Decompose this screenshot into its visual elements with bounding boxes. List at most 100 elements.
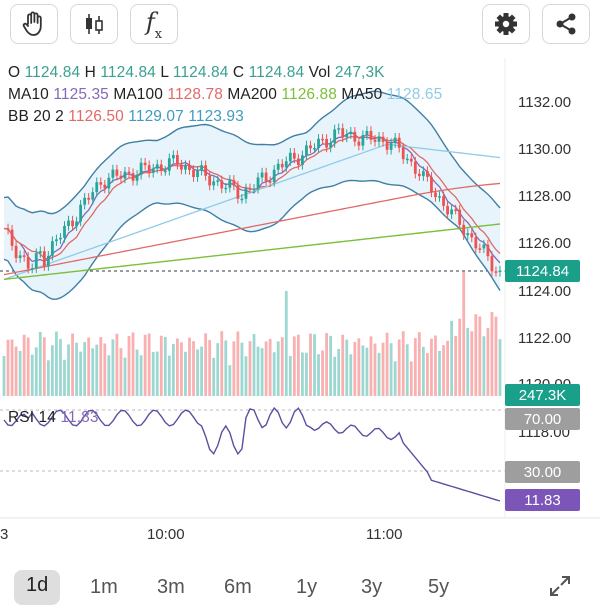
candle-body bbox=[434, 192, 437, 198]
volume-bar bbox=[143, 334, 147, 396]
volume-label: Vol bbox=[308, 64, 331, 81]
volume-bar bbox=[393, 361, 397, 396]
candle-body bbox=[18, 255, 22, 259]
candle-body bbox=[329, 142, 333, 148]
candle-body bbox=[240, 198, 244, 201]
candle-body bbox=[450, 209, 454, 215]
volume-bar bbox=[111, 339, 115, 396]
period-1d[interactable]: 1d bbox=[14, 570, 61, 605]
volume-bar bbox=[325, 333, 329, 396]
volume-bar bbox=[486, 328, 490, 396]
bb-upper-value: 1129.07 bbox=[128, 108, 184, 125]
volume-bar bbox=[317, 354, 320, 396]
period-1y[interactable]: 1y bbox=[296, 576, 318, 598]
volume-bar bbox=[490, 311, 494, 396]
volume-bar bbox=[55, 331, 58, 396]
candle-body bbox=[38, 251, 42, 254]
period-5y[interactable]: 5y bbox=[428, 576, 450, 598]
volume-bar bbox=[446, 340, 449, 396]
candle-body bbox=[292, 152, 296, 159]
volume-bar bbox=[34, 347, 38, 396]
candle-body bbox=[30, 268, 34, 270]
bb-label: BB 20 2 bbox=[8, 108, 64, 125]
hand-icon bbox=[22, 11, 42, 36]
volume-bar bbox=[6, 339, 10, 396]
volume-bar bbox=[46, 360, 50, 396]
volume-bar bbox=[50, 345, 54, 396]
volume-bar bbox=[163, 336, 167, 396]
candle-body bbox=[143, 162, 147, 166]
candle-body bbox=[405, 158, 409, 161]
candle-body bbox=[71, 220, 74, 227]
price-tick: 1122.00 bbox=[518, 330, 572, 347]
volume-bar bbox=[442, 345, 445, 396]
share-button[interactable] bbox=[542, 4, 590, 44]
volume-bar bbox=[357, 338, 361, 396]
volume-bar bbox=[498, 339, 502, 396]
volume-bar bbox=[228, 365, 232, 396]
price-tick: 1124.00 bbox=[518, 283, 572, 300]
last-price-tag: 1124.84 bbox=[505, 260, 580, 282]
hand-tool-button[interactable] bbox=[10, 4, 58, 44]
volume-bar bbox=[18, 351, 22, 396]
volume-bar bbox=[196, 349, 199, 396]
candle-body bbox=[171, 155, 175, 159]
period-3m[interactable]: 3m bbox=[157, 576, 185, 598]
volume-bar bbox=[482, 336, 486, 396]
volume-bar bbox=[38, 331, 42, 396]
candle-body bbox=[462, 224, 466, 236]
volume-bar bbox=[240, 342, 244, 396]
candle-body bbox=[139, 162, 143, 175]
candle-body bbox=[494, 271, 498, 273]
chart-type-button[interactable] bbox=[70, 4, 118, 44]
candle-body bbox=[87, 197, 91, 200]
volume-bar bbox=[272, 352, 276, 396]
candle-body bbox=[490, 256, 494, 272]
settings-button[interactable] bbox=[482, 4, 530, 44]
function-icon: fx bbox=[146, 8, 162, 42]
volume-bar bbox=[14, 346, 18, 396]
volume-bar bbox=[361, 345, 365, 396]
period-6m[interactable]: 6m bbox=[224, 576, 252, 598]
candle-body bbox=[478, 248, 482, 250]
volume-bar bbox=[405, 344, 409, 396]
candle-body bbox=[417, 173, 421, 177]
candle-body bbox=[381, 136, 385, 142]
candle-body bbox=[264, 172, 268, 182]
volume-bar bbox=[42, 337, 46, 396]
candle-body bbox=[220, 180, 224, 189]
candle-body bbox=[111, 169, 115, 178]
bb-legend: BB 20 2 1126.50 1129.07 1123.93 bbox=[8, 108, 244, 126]
bollinger-lower bbox=[3, 179, 501, 300]
volume-bar bbox=[22, 334, 26, 396]
candle-body bbox=[357, 141, 361, 146]
volume-bar bbox=[155, 351, 159, 396]
volume-bar bbox=[413, 338, 417, 396]
candle-body bbox=[337, 128, 341, 130]
candle-body bbox=[470, 233, 474, 238]
expand-icon[interactable] bbox=[548, 574, 572, 598]
share-icon bbox=[556, 13, 576, 35]
volume-bar bbox=[474, 314, 478, 396]
volume-bar bbox=[329, 335, 333, 396]
volume-bar bbox=[377, 352, 381, 396]
candle-body bbox=[46, 255, 50, 267]
candle-body bbox=[466, 233, 470, 236]
candle-body bbox=[486, 244, 490, 257]
volume-bar bbox=[478, 316, 482, 396]
volume-bar bbox=[147, 333, 151, 396]
volume-bar bbox=[159, 335, 163, 396]
period-1m[interactable]: 1m bbox=[90, 576, 118, 598]
indicators-button[interactable]: fx bbox=[130, 4, 178, 44]
period-3y[interactable]: 3y bbox=[361, 576, 383, 598]
candle-body bbox=[119, 175, 123, 179]
candle-body bbox=[248, 188, 252, 190]
candle-body bbox=[454, 209, 458, 212]
close-value: 1124.84 bbox=[248, 64, 305, 81]
volume-value: 247,3K bbox=[334, 64, 385, 81]
high-value: 1124.84 bbox=[100, 64, 156, 81]
volume-bar bbox=[385, 332, 389, 396]
candle-body bbox=[446, 205, 449, 215]
volume-bar bbox=[83, 342, 87, 396]
